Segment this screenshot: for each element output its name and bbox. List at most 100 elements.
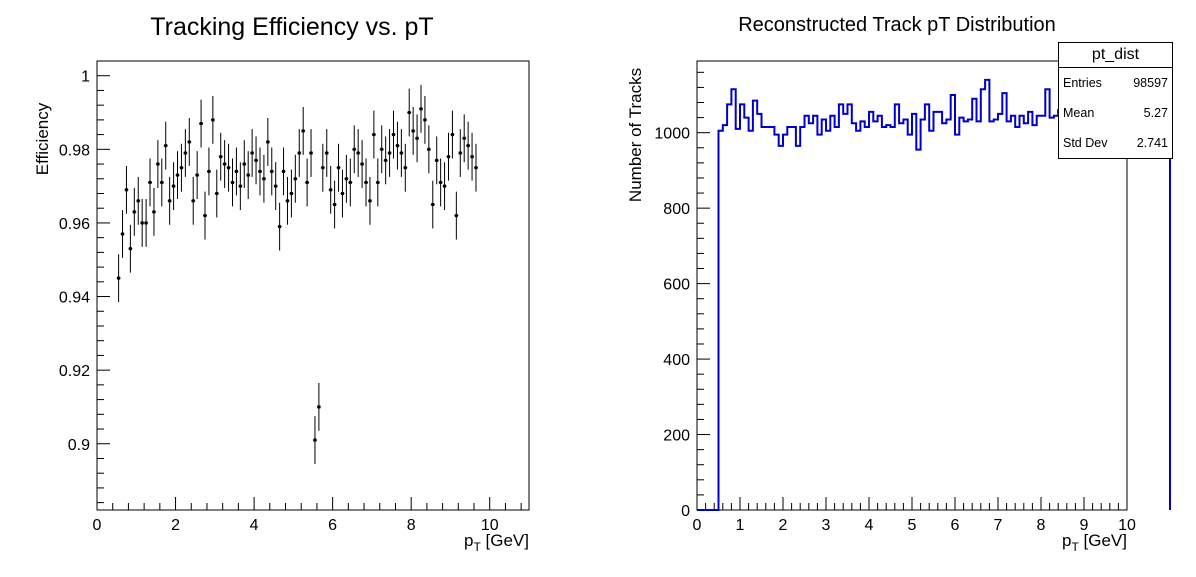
- data-point: [434, 136, 439, 185]
- x-tick-label: 0: [693, 517, 702, 534]
- y-tick-label: 0.96: [59, 216, 90, 233]
- x-tick-label: 10: [481, 517, 499, 534]
- x-tick-label: 5: [908, 517, 917, 534]
- data-point: [269, 147, 274, 196]
- efficiency-y-axis-label: Efficiency: [33, 102, 52, 175]
- data-point: [281, 147, 286, 196]
- data-point: [387, 129, 392, 177]
- data-point: [450, 110, 455, 159]
- stats-entries-row: Entries 98597: [1059, 68, 1172, 98]
- data-point: [230, 158, 235, 207]
- data-point: [254, 136, 259, 185]
- y-tick-label: 800: [663, 201, 690, 218]
- data-point: [403, 143, 408, 192]
- data-point: [375, 158, 380, 207]
- y-tick-label: 0.92: [59, 363, 90, 380]
- y-tick-label: 1000: [654, 126, 690, 143]
- data-point: [151, 187, 156, 236]
- data-point: [305, 158, 310, 207]
- data-point: [466, 121, 471, 170]
- efficiency-plot-frame: [96, 60, 530, 511]
- data-point: [446, 132, 451, 181]
- data-point: [234, 147, 239, 196]
- y-tick-label: 0: [681, 503, 690, 520]
- pt-distribution-x-axis: 0 1 2 3 4 5 6 7 8 9 10: [693, 497, 1136, 534]
- efficiency-y-axis: 0.9 0.92 0.94 0.96 0.98 1: [59, 60, 110, 504]
- data-point: [364, 158, 368, 207]
- data-point: [183, 129, 188, 177]
- x-tick-label: 2: [171, 517, 180, 534]
- stats-std-label: Std Dev: [1063, 136, 1108, 150]
- y-tick-label: 400: [663, 352, 690, 369]
- y-tick-label: 0.98: [59, 142, 90, 159]
- data-point: [187, 118, 192, 166]
- x-tick-label: 4: [250, 517, 259, 534]
- data-point: [128, 224, 133, 273]
- data-point: [313, 416, 317, 464]
- efficiency-plot-title: Tracking Efficiency vs. pT: [150, 13, 433, 41]
- data-point: [309, 129, 313, 177]
- data-point: [144, 199, 149, 247]
- data-point: [116, 254, 121, 303]
- data-point: [367, 176, 372, 225]
- x-tick-label: 3: [822, 517, 831, 534]
- data-point: [191, 176, 196, 225]
- efficiency-x-axis-label: pT [GeV]: [464, 531, 529, 554]
- pt-distribution-plot: Reconstructed Track pT Distribution 0 1 2 3…: [626, 14, 1171, 554]
- x-tick-label: 6: [328, 517, 337, 534]
- x-tick-label: 1: [736, 517, 745, 534]
- data-point: [132, 187, 137, 236]
- data-point: [297, 129, 302, 177]
- efficiency-data-points: [116, 84, 478, 464]
- data-point: [419, 84, 423, 133]
- data-point: [238, 162, 243, 211]
- x-tick-label: 10: [1118, 517, 1136, 534]
- data-point: [328, 165, 333, 214]
- data-point: [340, 169, 345, 218]
- stats-title: pt_dist: [1059, 43, 1172, 68]
- data-point: [348, 158, 353, 207]
- data-point: [175, 151, 180, 200]
- data-point: [324, 129, 329, 177]
- data-point: [371, 110, 376, 159]
- data-point: [320, 143, 325, 192]
- data-point: [301, 107, 306, 155]
- data-point: [210, 95, 215, 144]
- data-point: [454, 191, 459, 240]
- data-point: [171, 162, 176, 211]
- x-tick-label: 9: [1080, 517, 1089, 534]
- efficiency-x-axis: 0 2 4 6 8 10: [93, 497, 522, 534]
- data-point: [470, 132, 475, 181]
- data-point: [246, 151, 251, 200]
- stats-mean-label: Mean: [1063, 106, 1095, 120]
- data-point: [155, 140, 160, 188]
- data-point: [415, 114, 420, 163]
- y-tick-label: 600: [663, 277, 690, 294]
- y-tick-label: 0.94: [59, 290, 90, 307]
- data-point: [124, 165, 129, 214]
- y-tick-label: 1: [81, 69, 90, 86]
- data-point: [218, 132, 223, 181]
- data-point: [163, 121, 168, 170]
- data-point: [250, 129, 255, 177]
- stats-entries-value: 98597: [1133, 76, 1168, 90]
- data-point: [242, 140, 247, 188]
- x-tick-label: 8: [407, 517, 416, 534]
- data-point: [199, 99, 204, 148]
- y-tick-label: 200: [663, 428, 690, 445]
- x-tick-label: 0: [93, 517, 102, 534]
- stats-mean-row: Mean 5.27: [1059, 98, 1172, 128]
- data-point: [258, 147, 262, 196]
- stats-std-row: Std Dev 2.741: [1059, 128, 1172, 158]
- data-point: [316, 383, 321, 431]
- data-point: [203, 191, 207, 240]
- data-point: [474, 143, 478, 192]
- data-point: [360, 140, 365, 188]
- data-point: [426, 125, 431, 174]
- data-point: [383, 136, 388, 185]
- data-point: [422, 95, 427, 144]
- data-point: [407, 88, 412, 137]
- data-point: [214, 169, 219, 218]
